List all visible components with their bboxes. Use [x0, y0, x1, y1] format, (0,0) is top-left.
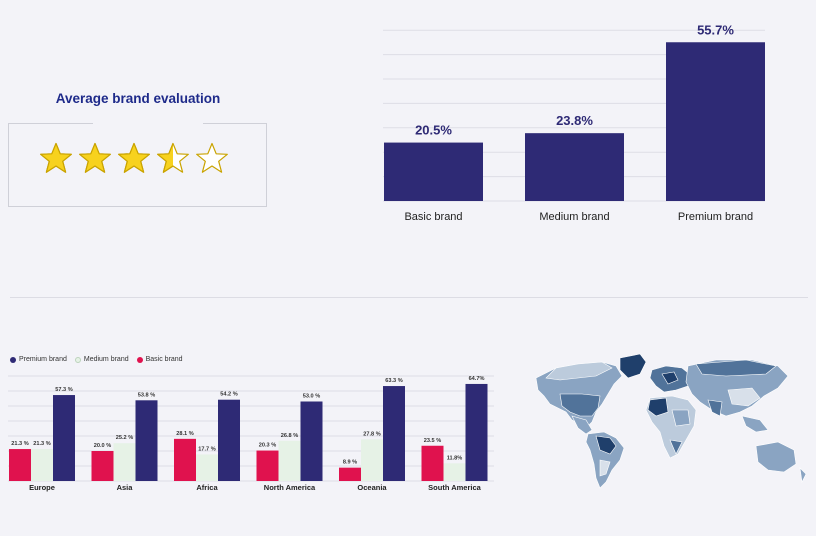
bar-basic-brand [256, 450, 279, 481]
category-label: North America [264, 483, 316, 492]
bar-medium-brand [196, 454, 218, 481]
data-label: 27.8 % [363, 431, 380, 437]
bar-basic-brand [9, 449, 31, 481]
bar-medium-brand [113, 443, 136, 481]
data-label: 20.5% [415, 123, 452, 138]
bar-premium-brand [383, 386, 405, 481]
bar [384, 142, 483, 201]
category-label: Asia [117, 483, 134, 492]
data-label: 55.7% [697, 22, 734, 37]
north-america-shape [535, 353, 647, 435]
data-label: 54.2 % [220, 392, 237, 398]
bar [525, 133, 624, 201]
category-label: Europe [29, 483, 55, 492]
data-label: 8.9 % [343, 460, 357, 466]
europe-shape [649, 365, 693, 393]
data-label: 21.3 % [33, 441, 50, 447]
legend-label: Medium brand [83, 356, 129, 363]
data-label: 21.3 % [11, 441, 28, 447]
world-map [535, 353, 807, 489]
rating-title: Average brand evaluation [55, 91, 221, 106]
section-divider [10, 297, 808, 298]
bar-medium-brand [278, 440, 301, 481]
legend-label: Basic brand [145, 356, 183, 363]
brand-share-bar-chart: 20.5% Basic brand 23.8% Medium brand 55.7% Pr… [383, 22, 765, 223]
data-label: 20.0 % [94, 443, 111, 449]
data-label: 53.8 % [138, 392, 155, 398]
bar-basic-brand [339, 467, 361, 481]
region-grouped-bar-chart: 21.3 % 21.3 % 57.3 % Europe 20.0 % 25.2 % 53.8… [8, 375, 494, 492]
bar-premium-brand [465, 383, 488, 481]
category-label: Africa [196, 483, 218, 492]
star-icon [79, 142, 111, 173]
bar-basic-brand [174, 438, 196, 481]
bar-medium-brand [443, 463, 466, 481]
star-rating [39, 142, 229, 175]
legend-swatch [10, 356, 16, 363]
category-label: Medium brand [539, 211, 609, 223]
star-icon [40, 142, 72, 173]
bar-premium-brand [300, 401, 323, 481]
oceania-shape [755, 441, 807, 483]
category-label: Oceania [357, 483, 387, 492]
bar-medium-brand [31, 449, 53, 481]
africa-shape [645, 395, 697, 459]
star-icon [196, 142, 228, 173]
category-label: South America [428, 483, 481, 492]
data-label: 17.7 % [198, 446, 215, 452]
star-icon [118, 142, 150, 173]
data-label: 28.1 % [176, 431, 193, 437]
data-label: 26.8 % [281, 433, 298, 439]
data-label: 53.0 % [303, 394, 320, 400]
legend-swatch [136, 356, 143, 363]
legend-swatch [74, 356, 81, 363]
data-label: 57.3 % [55, 387, 72, 393]
south-america-shape [585, 431, 625, 489]
legend-item: Premium brand [10, 356, 67, 363]
bar-basic-brand [421, 445, 444, 481]
category-label: Premium brand [678, 211, 753, 223]
rating-box [8, 122, 267, 207]
category-label: Basic brand [404, 211, 462, 223]
legend-item: Medium brand [74, 356, 129, 363]
legend-item: Basic brand [136, 356, 183, 363]
data-label: 63.3 % [385, 378, 402, 384]
bar-premium-brand [218, 399, 240, 481]
bar [666, 42, 765, 201]
region-chart-legend: Premium brand Medium brand Basic brand [10, 356, 183, 363]
data-label: 20.3 % [259, 443, 276, 449]
asia-shape [685, 359, 789, 433]
legend-label: Premium brand [19, 356, 67, 363]
bar-basic-brand [91, 451, 114, 481]
bar-medium-brand [361, 439, 383, 481]
star-icon [157, 142, 189, 173]
bar-premium-brand [53, 395, 75, 481]
data-label: 23.8% [556, 113, 593, 128]
data-label: 64.7% [469, 376, 485, 382]
data-label: 25.2 % [116, 435, 133, 441]
data-label: 23.5 % [424, 438, 441, 444]
data-label: 11.8% [447, 455, 463, 461]
bar-premium-brand [135, 400, 158, 481]
